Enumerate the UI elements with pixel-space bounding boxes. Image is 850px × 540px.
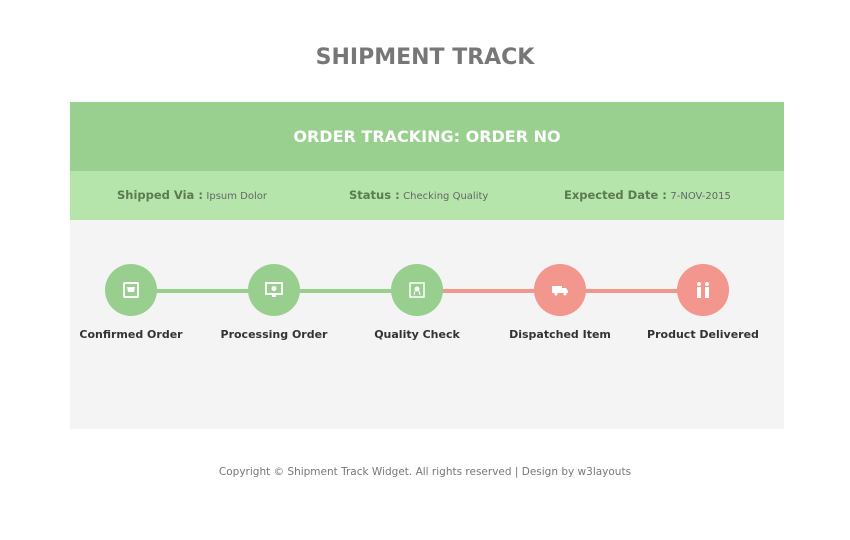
step-circle	[105, 264, 157, 316]
certificate-icon	[409, 282, 425, 298]
tracking-card: ORDER TRACKING: ORDER NO Shipped Via : I…	[70, 102, 784, 429]
status: Status : Checking Quality	[349, 171, 488, 221]
monitor-gear-icon	[265, 282, 283, 297]
step-label: Dispatched Item	[509, 328, 611, 341]
step-confirmed-order: Confirmed Order	[61, 264, 201, 341]
truck-icon	[552, 286, 568, 296]
step-circle	[677, 264, 729, 316]
expected-date-value: 7-NOV-2015	[670, 191, 731, 202]
step-label: Processing Order	[220, 328, 328, 341]
order-info: Shipped Via : Ipsum Dolor Status : Check…	[70, 171, 784, 220]
expected-date: Expected Date : 7-NOV-2015	[564, 171, 731, 221]
step-label: Quality Check	[374, 328, 460, 341]
step-label: Product Delivered	[647, 328, 759, 341]
step-quality-check: Quality Check	[347, 264, 487, 341]
footer: Copyright © Shipment Track Widget. All r…	[218, 466, 632, 478]
status-value: Checking Quality	[403, 191, 489, 202]
step-circle	[534, 264, 586, 316]
shipped-via-label: Shipped Via :	[117, 188, 203, 202]
step-dispatched-item: Dispatched Item	[490, 264, 630, 341]
page-title: SHIPMENT TRACK	[315, 45, 535, 70]
cart-icon	[123, 282, 139, 298]
people-handover-icon	[697, 282, 709, 298]
order-header: ORDER TRACKING: ORDER NO	[70, 102, 784, 171]
status-label: Status :	[349, 188, 400, 202]
step-processing-order: Processing Order	[204, 264, 344, 341]
step-circle	[391, 264, 443, 316]
shipped-via-value: Ipsum Dolor	[206, 191, 268, 202]
shipped-via: Shipped Via : Ipsum Dolor	[117, 171, 267, 221]
step-label: Confirmed Order	[79, 328, 183, 341]
step-product-delivered: Product Delivered	[633, 264, 773, 341]
step-circle	[248, 264, 300, 316]
expected-date-label: Expected Date :	[564, 188, 667, 202]
